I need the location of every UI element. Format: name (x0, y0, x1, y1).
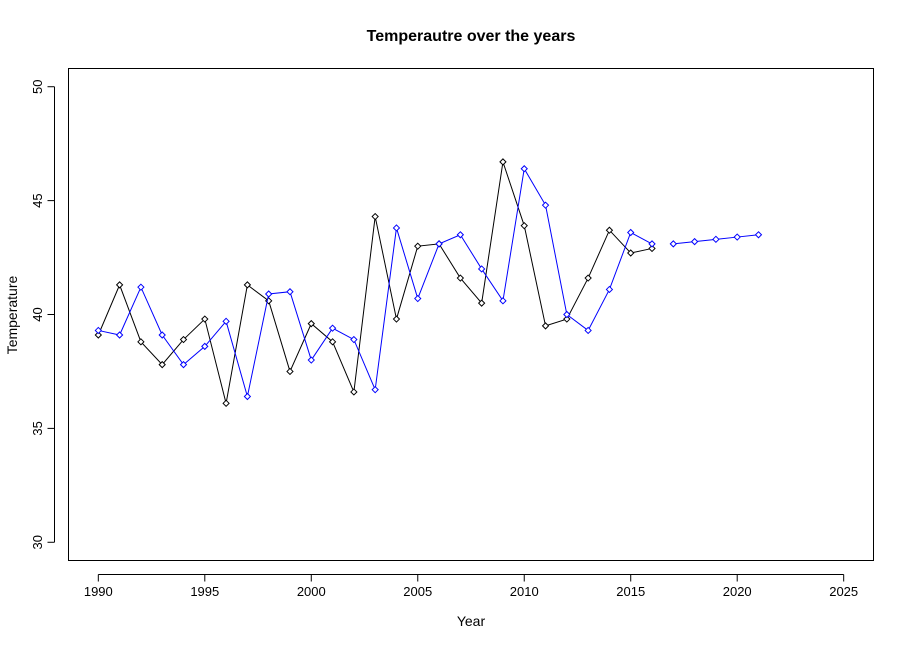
data-point (520, 221, 528, 230)
data-point (94, 326, 103, 335)
data-point (328, 324, 337, 332)
data-point (733, 233, 741, 241)
data-point (392, 224, 401, 232)
data-point (328, 338, 337, 346)
data-point (456, 231, 465, 239)
x-tick-label: 1995 (190, 584, 219, 599)
data-point (541, 201, 550, 209)
data-point (264, 290, 273, 298)
y-tick-label: 40 (30, 307, 45, 321)
data-point (307, 319, 315, 328)
data-point (499, 297, 507, 305)
data-point (435, 240, 443, 248)
y-axis: 30 35 40 45 50 (30, 79, 55, 550)
data-point (137, 283, 145, 291)
data-point (584, 274, 592, 282)
data-point (94, 331, 103, 339)
x-tick-label: 2000 (297, 584, 326, 599)
data-point (222, 317, 230, 326)
data-point (414, 294, 422, 303)
data-point (690, 237, 699, 246)
series-layer (94, 158, 763, 408)
series-line (97, 161, 653, 404)
data-point (201, 342, 209, 351)
data-point (137, 338, 145, 346)
data-point (605, 226, 614, 234)
data-point (243, 392, 252, 401)
data-point (243, 281, 252, 289)
data-point (712, 235, 720, 244)
data-point (307, 356, 315, 364)
data-point (414, 242, 422, 250)
data-point (627, 228, 635, 237)
y-tick-label: 50 (30, 79, 45, 93)
y-axis-label: Temperature (4, 275, 20, 354)
x-tick-label: 1990 (84, 584, 113, 599)
series-1 (94, 158, 656, 408)
data-point (158, 360, 166, 369)
chart-title: Temperautre over the years (367, 28, 576, 45)
series-line (98, 167, 653, 397)
data-point (158, 331, 166, 339)
x-tick-label: 2010 (510, 584, 539, 599)
y-tick-label: 30 (30, 535, 45, 549)
data-point (563, 310, 571, 319)
data-point (350, 388, 358, 396)
data-point (584, 326, 592, 335)
data-point (669, 240, 678, 248)
y-tick-label: 45 (30, 193, 45, 207)
data-point (520, 165, 528, 173)
data-point (648, 240, 656, 248)
data-point (605, 285, 614, 294)
x-axis: 1990 1995 2000 2005 2010 2015 2020 2025 (84, 574, 858, 599)
data-point (350, 335, 358, 344)
x-tick-label: 2015 (616, 584, 645, 599)
data-point (392, 315, 401, 323)
data-point (286, 288, 294, 296)
x-tick-label: 2005 (403, 584, 432, 599)
data-point (222, 399, 230, 408)
y-tick-label: 35 (30, 421, 45, 435)
data-point (477, 299, 486, 307)
data-point (627, 249, 635, 257)
data-point (456, 274, 465, 282)
data-point (179, 335, 188, 344)
plot-frame (68, 68, 874, 561)
data-point (541, 322, 550, 330)
x-axis-label: Year (457, 613, 486, 629)
data-point (648, 244, 656, 253)
data-point (201, 315, 209, 323)
x-tick-label: 2020 (723, 584, 752, 599)
x-tick-label: 2025 (829, 584, 858, 599)
data-point (286, 367, 294, 376)
series-2 (94, 165, 656, 401)
data-point (371, 385, 379, 394)
data-point (754, 231, 763, 239)
data-point (563, 315, 571, 323)
data-point (179, 360, 188, 369)
data-point (371, 212, 379, 221)
data-point (115, 331, 124, 339)
data-point (115, 281, 124, 289)
data-point (499, 158, 507, 166)
data-point (477, 265, 486, 273)
series-3 (669, 231, 763, 248)
